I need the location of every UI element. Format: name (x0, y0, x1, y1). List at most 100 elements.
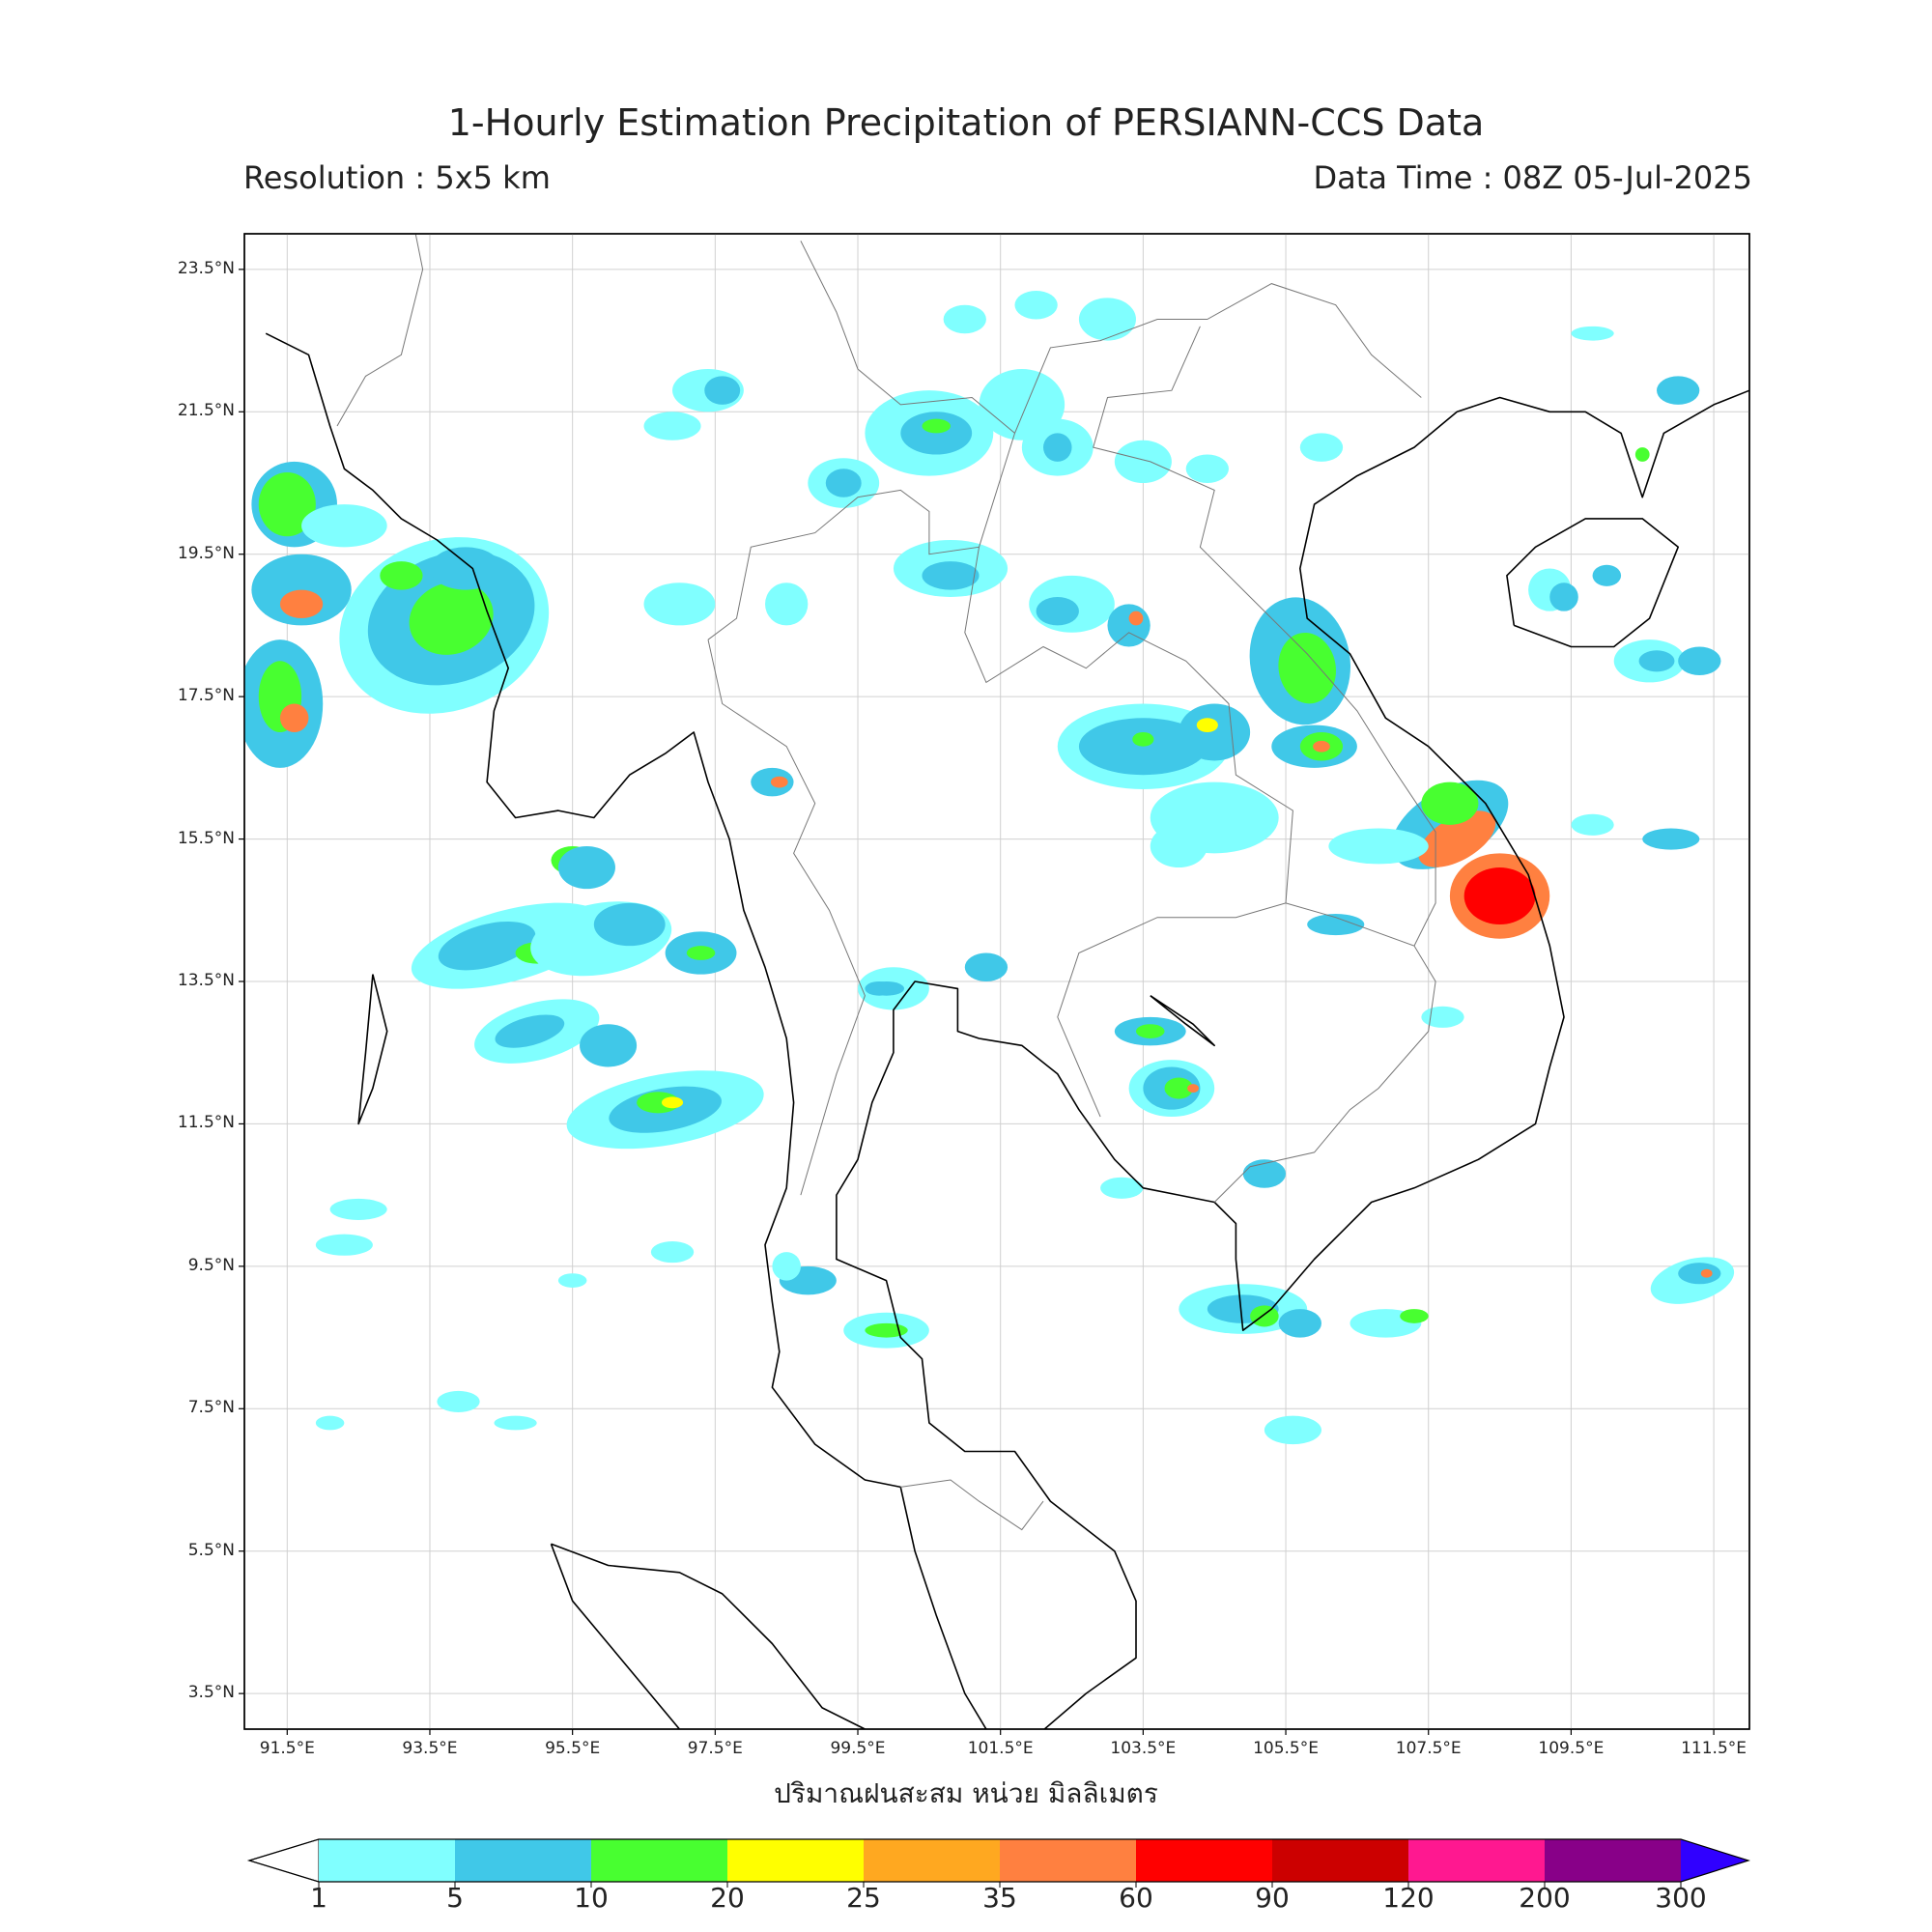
rain-cell (557, 1273, 587, 1288)
coastline (1150, 995, 1215, 1047)
colorbar-tick-label: 35 (982, 1882, 1017, 1914)
rain-cell (1307, 913, 1365, 936)
rain-cell (1179, 703, 1251, 761)
coastlines-layer (265, 332, 1749, 1729)
rain-cell (1634, 447, 1650, 462)
rain-cell (1014, 290, 1058, 320)
lon-label: 95.5°E (545, 1739, 601, 1758)
lat-label: 9.5°N (187, 1255, 235, 1275)
colorbar-segment (727, 1839, 864, 1882)
rain-cell (1400, 1309, 1429, 1323)
rain-cell (315, 1415, 345, 1431)
country-border (800, 241, 1015, 434)
rain-cell (922, 561, 980, 590)
rain-cell (1100, 1177, 1144, 1199)
rain-cell (825, 469, 862, 497)
rain-cell (643, 412, 701, 440)
rain-cell (1078, 298, 1136, 341)
lat-label: 21.5°N (177, 401, 235, 421)
rain-cell (301, 504, 387, 548)
coastline (1506, 518, 1679, 648)
rain-cell (1278, 1309, 1321, 1338)
lat-label: 3.5°N (187, 1683, 235, 1703)
rain-cell (1657, 376, 1700, 405)
rain-cell (772, 1252, 801, 1281)
lon-label: 107.5°E (1395, 1739, 1462, 1758)
rain-cell (1421, 1006, 1464, 1028)
colorbar-segment (455, 1839, 591, 1882)
colorbar-tick-label: 20 (710, 1882, 745, 1914)
coastline (836, 389, 1749, 1729)
rain-cell (868, 981, 905, 996)
coastline (357, 974, 388, 1125)
resolution-label: Resolution : 5x5 km (243, 159, 551, 196)
colorbar-tick-label: 5 (446, 1882, 464, 1914)
rain-cell (437, 1390, 480, 1412)
lat-label: 7.5°N (187, 1398, 235, 1418)
rain-cell (661, 1096, 684, 1109)
rain-cell (279, 589, 324, 619)
country-border (707, 489, 1293, 1118)
rain-cell (315, 1234, 373, 1256)
rain-cell (1638, 650, 1675, 672)
rain-cell (1132, 732, 1154, 747)
rain-cell (429, 547, 501, 590)
lon-label: 93.5°E (402, 1739, 458, 1758)
colorbar-segment (1545, 1839, 1681, 1882)
rain-cell (251, 554, 352, 626)
colorbar-tick-label: 120 (1382, 1882, 1435, 1914)
rain-cell (1114, 440, 1172, 483)
coastline (265, 332, 987, 1729)
rainfall-layer (244, 290, 1735, 1445)
rain-cell (1164, 1077, 1194, 1099)
colorbar-tick-label: 10 (574, 1882, 609, 1914)
colorbar-segment (864, 1839, 1000, 1882)
rain-cell (1150, 824, 1208, 868)
data-time-label: Data Time : 08Z 05-Jul-2025 (1313, 159, 1752, 196)
rain-cell (1418, 810, 1496, 867)
rain-cell (1250, 1305, 1279, 1327)
lat-label: 15.5°N (177, 828, 235, 848)
rain-cell (943, 304, 986, 334)
colorbar-segment (1136, 1839, 1272, 1882)
lon-label: 103.5°E (1110, 1739, 1177, 1758)
country-border (707, 639, 866, 1196)
country-border (1213, 902, 1436, 1203)
rain-cell (258, 471, 316, 537)
rain-cell (922, 418, 952, 434)
colorbar-tick-label: 200 (1519, 1882, 1571, 1914)
lat-label: 23.5°N (177, 258, 235, 278)
rain-cell (900, 412, 973, 455)
rain-cell (704, 376, 741, 405)
rain-cell (438, 921, 536, 971)
lon-label: 111.5°E (1681, 1739, 1747, 1758)
colorbar-segment (1000, 1839, 1136, 1882)
colorbar-over-arrow (1681, 1839, 1748, 1882)
rain-cell (1299, 433, 1344, 462)
rain-cell (1042, 433, 1072, 462)
rain-cell (1242, 1159, 1287, 1188)
colorbar-segment (591, 1839, 727, 1882)
rain-cell (557, 845, 615, 890)
rain-cell (279, 703, 309, 732)
colorbar-unit-label: ปริมาณฝนสะสม หน่วย มิลลิเมตร (774, 1777, 1158, 1809)
lon-label: 109.5°E (1538, 1739, 1605, 1758)
lon-label: 91.5°E (259, 1739, 315, 1758)
rain-cell (1592, 564, 1622, 586)
colorbar-tick-label: 300 (1655, 1882, 1707, 1914)
lon-label: 97.5°E (687, 1739, 743, 1758)
lat-label: 5.5°N (187, 1540, 235, 1560)
rain-cell (1549, 582, 1578, 611)
country-border (336, 234, 424, 427)
country-border (1093, 326, 1436, 947)
rain-cell (643, 582, 716, 626)
rain-cell (1463, 867, 1536, 925)
rain-cell (1678, 646, 1721, 676)
country-border (979, 283, 1422, 548)
colorbar-segment (319, 1839, 455, 1882)
colorbar-tick-label: 60 (1119, 1882, 1153, 1914)
rain-cell (650, 1241, 695, 1264)
rain-cell (1187, 1084, 1199, 1093)
borders-layer (336, 234, 1436, 1531)
